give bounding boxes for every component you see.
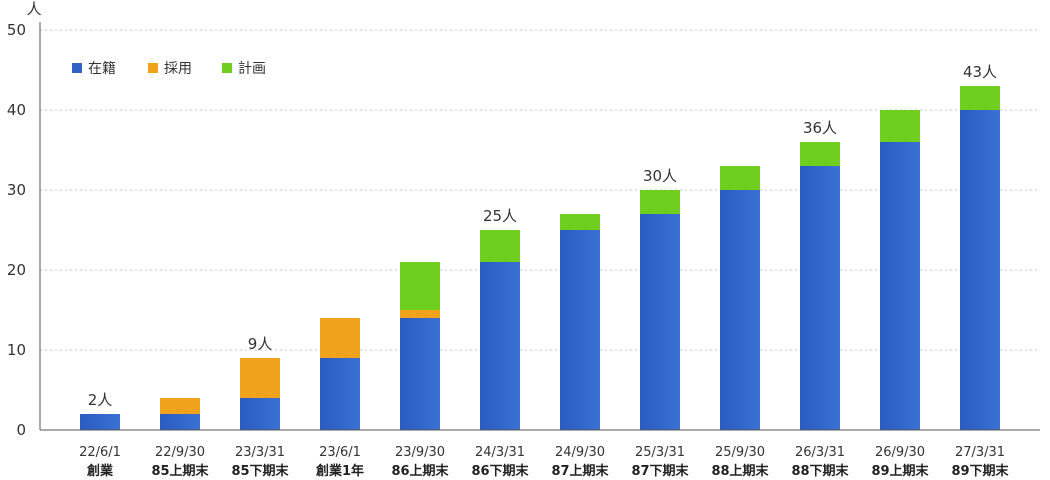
bar-segment-計画 xyxy=(480,230,520,262)
total-label: 36人 xyxy=(803,119,837,137)
bar-segment-計画 xyxy=(640,190,680,214)
x-tick-date: 24/3/31 xyxy=(475,445,525,460)
x-tick-date: 25/9/30 xyxy=(715,445,765,460)
legend-swatch-採用 xyxy=(148,63,158,73)
bar-segment-在籍 xyxy=(480,262,520,430)
bars-layer xyxy=(80,86,1000,430)
bar-segment-採用 xyxy=(160,398,200,414)
bar-segment-計画 xyxy=(800,142,840,166)
bar-segment-採用 xyxy=(240,358,280,398)
legend-swatch-在籍 xyxy=(72,63,82,73)
bar-segment-在籍 xyxy=(240,398,280,430)
x-tick-date: 22/9/30 xyxy=(155,445,205,460)
bar-segment-在籍 xyxy=(800,166,840,430)
total-label: 9人 xyxy=(248,335,273,353)
y-tick-label: 30 xyxy=(7,181,26,199)
bar-segment-在籍 xyxy=(880,142,920,430)
bar-segment-在籍 xyxy=(560,230,600,430)
bar-segment-在籍 xyxy=(960,110,1000,430)
x-tick-period: 86下期末 xyxy=(471,463,529,479)
bar-segment-採用 xyxy=(400,310,440,318)
legend-swatch-計画 xyxy=(222,63,232,73)
x-tick-period: 89上期末 xyxy=(871,463,929,479)
labels-layer: 2人 22/6/1 創業 22/9/30 85上期末 9人 23/3/31 85下期末 23/6… xyxy=(79,63,1009,479)
x-tick-period: 87上期末 xyxy=(551,463,609,479)
x-tick-date: 23/9/30 xyxy=(395,445,445,460)
y-tick-label: 20 xyxy=(7,261,26,279)
x-tick-date: 27/3/31 xyxy=(955,445,1005,460)
x-tick-date: 23/6/1 xyxy=(319,445,361,460)
x-tick-date: 26/3/31 xyxy=(795,445,845,460)
total-label: 43人 xyxy=(963,63,997,81)
x-tick-date: 23/3/31 xyxy=(235,445,285,460)
x-tick-date: 22/6/1 xyxy=(79,445,121,460)
bar-segment-採用 xyxy=(320,318,360,358)
x-tick-date: 25/3/31 xyxy=(635,445,685,460)
x-tick-period: 87下期末 xyxy=(631,463,689,479)
legend-label-採用: 採用 xyxy=(164,61,192,77)
y-tick-label: 40 xyxy=(7,101,26,119)
x-tick-date: 26/9/30 xyxy=(875,445,925,460)
x-tick-period: 88下期末 xyxy=(791,463,849,479)
bar-segment-在籍 xyxy=(640,214,680,430)
legend-label-在籍: 在籍 xyxy=(88,60,116,77)
x-tick-period: 85下期末 xyxy=(231,463,289,479)
y-tick-label: 10 xyxy=(7,341,26,359)
legend: 在籍 採用 計画 xyxy=(72,60,266,77)
total-label: 2人 xyxy=(88,391,113,409)
x-tick-period: 89下期末 xyxy=(951,463,1009,479)
x-tick-period: 創業 xyxy=(86,463,114,479)
x-tick-period: 創業1年 xyxy=(315,463,364,479)
total-label: 25人 xyxy=(483,207,517,225)
x-tick-period: 85上期末 xyxy=(151,463,209,479)
x-tick-period: 88上期末 xyxy=(711,463,769,479)
bar-segment-計画 xyxy=(720,166,760,190)
grid-layer xyxy=(40,29,1040,351)
bar-segment-計画 xyxy=(560,214,600,230)
bar-segment-在籍 xyxy=(160,414,200,430)
bar-segment-計画 xyxy=(960,86,1000,110)
axis-layer: 0 10 20 30 40 50人 xyxy=(7,0,1040,439)
bar-segment-在籍 xyxy=(720,190,760,430)
y-tick-label: 0 xyxy=(16,421,26,439)
bar-segment-在籍 xyxy=(80,414,120,430)
bar-segment-在籍 xyxy=(320,358,360,430)
bar-segment-計画 xyxy=(880,110,920,142)
total-label: 30人 xyxy=(643,167,677,185)
y-tick-label: 50 xyxy=(7,21,26,39)
bar-segment-在籍 xyxy=(400,318,440,430)
legend-label-計画: 計画 xyxy=(238,61,266,77)
x-tick-date: 24/9/30 xyxy=(555,445,605,460)
bar-segment-計画 xyxy=(400,262,440,310)
x-tick-period: 86上期末 xyxy=(391,463,449,479)
y-unit-label: 人 xyxy=(26,0,41,18)
